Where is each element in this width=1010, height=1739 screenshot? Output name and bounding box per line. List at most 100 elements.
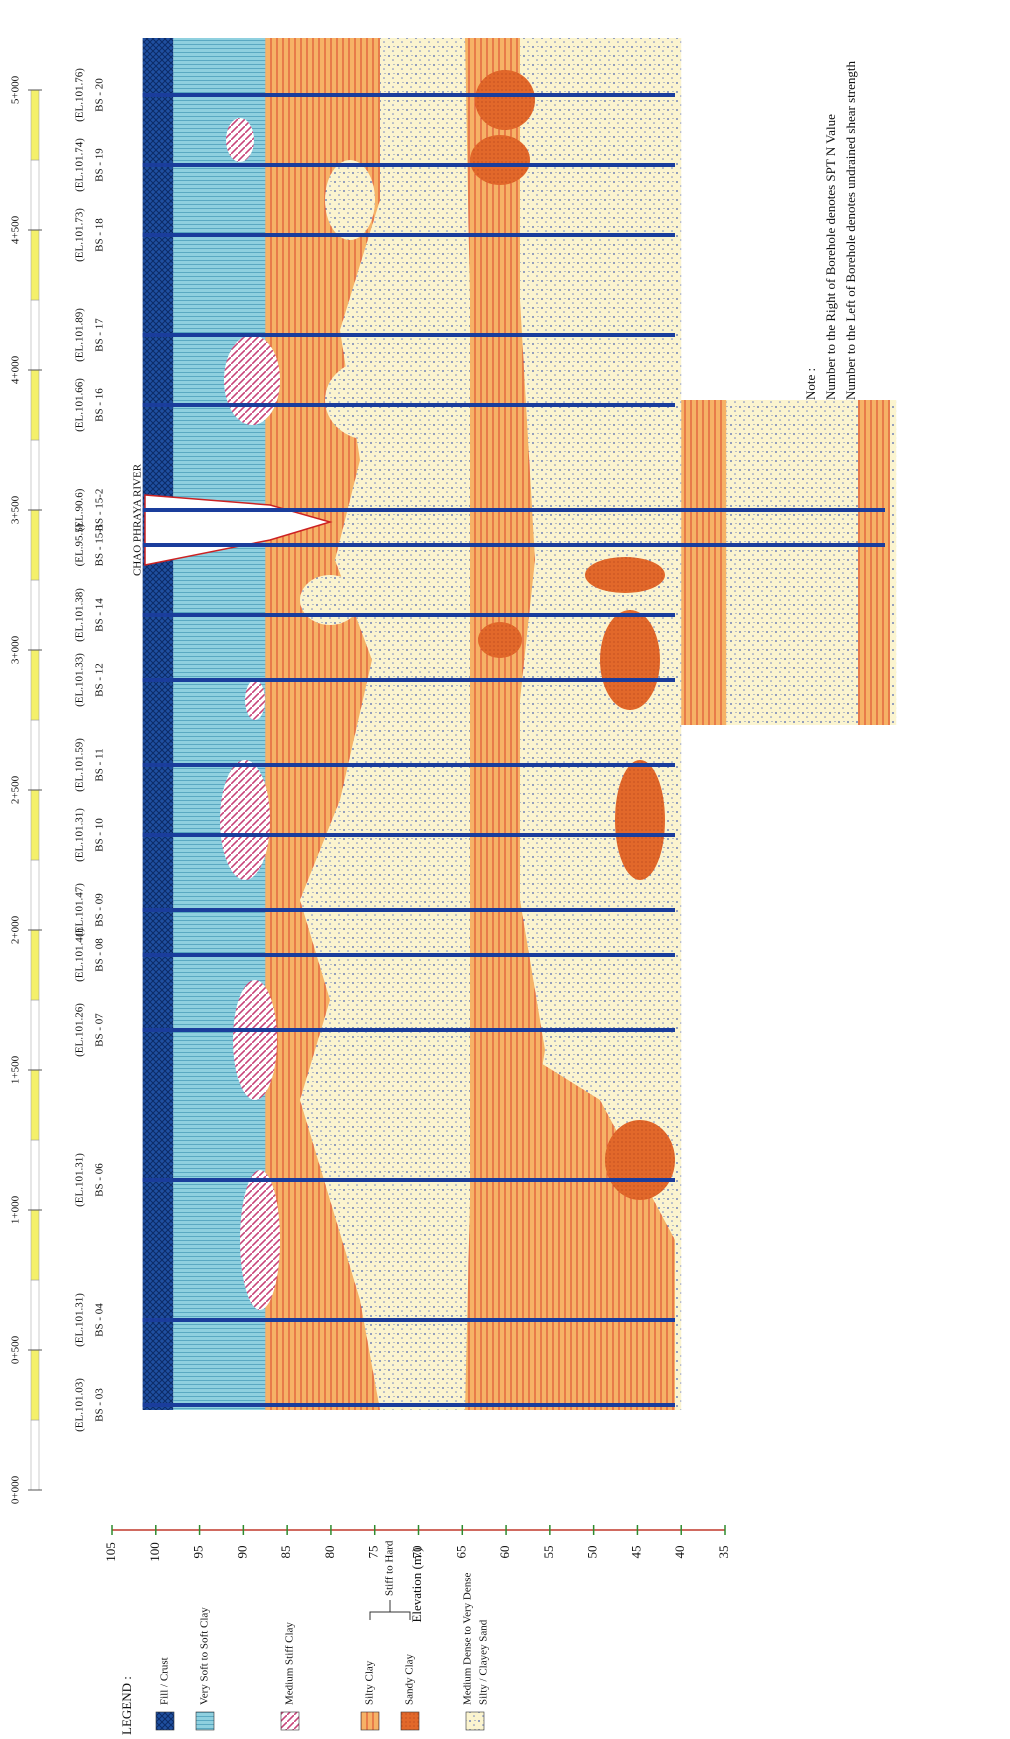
borehole-elevation: (EL.101.33)	[74, 653, 86, 707]
elevation-tick-label: 105	[103, 1542, 118, 1562]
borehole	[143, 543, 885, 547]
legend-brace-label: Stiff to Hard	[384, 1540, 396, 1596]
borehole-name: BS - 07	[94, 1013, 106, 1047]
borehole-elevation: (EL.101.59)	[74, 738, 86, 792]
borehole	[143, 763, 675, 767]
borehole-elevation: (EL.101.26)	[74, 1003, 86, 1057]
clay-deep	[681, 400, 726, 725]
chainage-bar	[31, 230, 39, 300]
legend-swatch	[281, 1712, 299, 1730]
borehole	[143, 93, 675, 97]
borehole-name: BS - 10	[94, 818, 106, 852]
elevation-tick-label: 35	[716, 1546, 731, 1559]
river-label: CHAO PHRAYA RIVER	[132, 463, 144, 576]
borehole	[143, 508, 885, 512]
elevation-tick-label: 100	[147, 1542, 162, 1562]
borehole-name: BS - 11	[94, 748, 106, 781]
elevation-tick-label: 95	[191, 1546, 206, 1559]
borehole-name: BS - 08	[94, 938, 106, 972]
chainage-label: 0+500	[10, 1335, 22, 1364]
sandy-clay-lens	[605, 1120, 675, 1200]
medium-stiff-lens	[233, 980, 277, 1100]
chainage-bar	[31, 510, 39, 580]
borehole	[143, 678, 675, 682]
borehole-name: BS - 06	[94, 1163, 106, 1197]
profile-drawing: CHAO PHRAYA RIVER BS - 03 (EL.101.03) BS - …	[0, 0, 1010, 1739]
elevation-tick-label: 75	[366, 1546, 381, 1559]
chainage-bar	[31, 580, 39, 650]
chainage-bar	[31, 1350, 39, 1420]
borehole-name: BS - 15-2	[94, 489, 106, 532]
chainage-bar	[31, 90, 39, 160]
sand-lens	[325, 360, 415, 440]
borehole	[143, 163, 675, 167]
chainage-label: 2+000	[10, 915, 22, 944]
legend-swatch	[466, 1712, 484, 1730]
legend-label: Fill / Crust	[159, 1657, 171, 1705]
elevation-tick-label: 55	[541, 1546, 556, 1559]
borehole	[143, 1318, 675, 1322]
borehole-elevation: (EL.101.31)	[74, 1293, 86, 1347]
borehole-elevation: (EL.101.31)	[74, 1153, 86, 1207]
chainage-bar	[31, 790, 39, 860]
medium-stiff-lens	[226, 118, 254, 162]
borehole	[143, 403, 675, 407]
chainage-bar	[31, 1140, 39, 1210]
legend-label: Sandy Clay	[404, 1653, 416, 1705]
borehole-name: BS - 12	[94, 663, 106, 697]
page: {"chainage_labels":["0+000","0+500","1+0…	[0, 0, 1010, 1739]
borehole-elevation: (EL.101.76)	[74, 68, 86, 122]
chainage-bar	[31, 160, 39, 230]
chainage-label: 0+000	[10, 1475, 22, 1504]
legend-title: LEGEND :	[119, 1676, 134, 1735]
chainage-bar	[31, 300, 39, 370]
note-line: Number to the Right of Borehole denotes …	[823, 114, 838, 400]
chainage-bar	[31, 1280, 39, 1350]
fill-crust	[143, 38, 174, 1410]
borehole-name: BS - 03	[94, 1388, 106, 1422]
chainage-label: 5+000	[10, 75, 22, 104]
chainage-bar	[31, 370, 39, 440]
sand-lens	[325, 160, 375, 240]
chainage-bar	[31, 860, 39, 930]
borehole-elevation: (EL.101.03)	[74, 1378, 86, 1432]
chainage-label: 4+500	[10, 215, 22, 244]
borehole-elevation: (EL.101.47)	[74, 883, 86, 937]
borehole-elevation: (EL.101.31)	[74, 808, 86, 862]
elevation-tick-label: 85	[278, 1546, 293, 1559]
borehole-elevation: (EL.101.66)	[74, 378, 86, 432]
chainage-bar	[31, 1210, 39, 1280]
sandy-clay-lens	[585, 557, 665, 593]
borehole	[143, 613, 675, 617]
elevation-axis-title: Elevation (m.)	[409, 1547, 424, 1622]
elevation-tick-label: 80	[322, 1546, 337, 1559]
chainage-label: 2+500	[10, 775, 22, 804]
legend-swatch	[361, 1712, 379, 1730]
medium-stiff-lens	[245, 680, 265, 720]
borehole-name: BS - 19	[94, 148, 106, 182]
chainage-label: 3+500	[10, 495, 22, 524]
chainage-label: 3+000	[10, 635, 22, 664]
elevation-tick-label: 65	[453, 1546, 468, 1559]
borehole	[143, 333, 675, 337]
legend-swatch	[156, 1712, 174, 1730]
legend-label: Silty Clay	[364, 1660, 376, 1705]
note-title: Note :	[803, 368, 818, 400]
legend-label: Medium Stiff Clay	[284, 1622, 296, 1705]
borehole-name: BS - 14	[94, 598, 106, 632]
borehole-name: BS - 16	[94, 388, 106, 422]
legend-label: Silty / Clayey Sand	[478, 1619, 490, 1705]
sandy-clay-lens	[475, 70, 535, 130]
elevation-tick-label: 45	[628, 1546, 643, 1559]
borehole	[143, 1403, 675, 1407]
borehole-elevation: (EL.101.38)	[74, 588, 86, 642]
borehole-name: BS - 04	[94, 1303, 106, 1337]
sand-lens	[300, 575, 360, 625]
borehole	[143, 1178, 675, 1182]
elevation-tick-label: 90	[234, 1546, 249, 1559]
legend-swatch	[401, 1712, 419, 1730]
legend-brace	[370, 1600, 410, 1620]
chainage-label: 4+000	[10, 355, 22, 384]
borehole-elevation: (EL.101.74)	[74, 138, 86, 192]
clay-deep	[858, 400, 890, 725]
